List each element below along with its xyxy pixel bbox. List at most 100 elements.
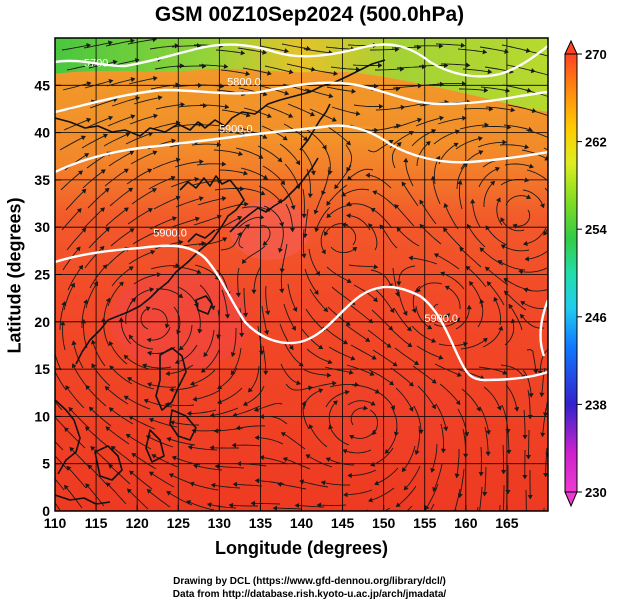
streamline — [419, 199, 437, 225]
streamline — [65, 188, 87, 211]
streamline-arrowhead — [496, 405, 502, 411]
streamline — [416, 141, 431, 167]
streamline-arrowhead — [118, 281, 124, 287]
contour-labels: 5700 5800.0 5900.0 5900.0 5900.0 — [84, 57, 458, 324]
streamline — [504, 290, 527, 311]
streamline-arrowhead — [178, 293, 184, 299]
streamline — [455, 137, 483, 150]
streamline — [413, 405, 422, 434]
streamline-arrowhead — [432, 486, 438, 492]
streamline — [278, 223, 284, 253]
streamline — [390, 367, 414, 387]
streamline — [242, 67, 272, 75]
streamline-arrowhead — [373, 83, 379, 89]
streamline-arrowhead — [143, 398, 149, 404]
streamline-arrowhead — [248, 387, 253, 393]
streamline-arrowhead — [510, 318, 516, 324]
streamline — [350, 407, 368, 426]
streamline — [499, 144, 529, 149]
streamline-arrowhead — [347, 472, 352, 479]
streamline — [197, 197, 226, 206]
streamline-arrowhead — [284, 90, 290, 96]
streamline-arrowhead — [127, 377, 133, 382]
streamline-arrowhead — [118, 317, 124, 322]
streamline — [109, 187, 133, 207]
streamline — [341, 188, 370, 197]
streamline — [353, 104, 383, 108]
streamline — [397, 102, 427, 109]
streamline-arrowhead — [469, 281, 474, 287]
streamline — [65, 385, 85, 409]
streamline — [66, 465, 87, 489]
streamline — [61, 44, 91, 51]
streamline-arrowhead — [369, 371, 375, 376]
streamline-arrowhead — [301, 213, 307, 219]
streamline — [240, 167, 268, 180]
streamline-arrowhead — [466, 223, 472, 229]
streamline-arrowhead — [368, 497, 373, 503]
streamline-arrowhead — [413, 360, 419, 366]
streamline-arrowhead — [296, 380, 301, 386]
streamline-arrowhead — [294, 502, 300, 509]
streamline — [177, 286, 199, 308]
streamline — [259, 45, 289, 52]
streamline-arrowhead — [153, 75, 158, 82]
streamline-arrowhead — [462, 115, 467, 121]
streamline-arrowhead — [123, 207, 129, 213]
streamline — [175, 197, 204, 208]
streamline — [61, 208, 82, 231]
streamline — [237, 267, 240, 297]
streamline-arrowhead — [403, 157, 409, 163]
streamline-arrowhead — [221, 196, 227, 202]
streamline-arrowhead — [290, 205, 296, 210]
streamline-arrowhead — [365, 337, 371, 342]
streamline — [401, 181, 419, 207]
streamline-arrowhead — [178, 345, 184, 351]
streamline — [254, 402, 283, 412]
streamline — [203, 329, 215, 357]
colorbar-tick-label: 254 — [585, 222, 607, 237]
streamline-arrowhead — [502, 139, 507, 145]
streamline-arrowhead — [262, 49, 267, 55]
streamline-arrowhead — [370, 461, 376, 467]
streamline-arrowhead — [123, 168, 129, 174]
streamline-arrowhead — [425, 141, 431, 146]
streamline-arrowhead — [543, 230, 548, 236]
y-tick-label: 15 — [34, 361, 50, 377]
streamline — [501, 244, 530, 252]
streamline-arrowhead — [328, 93, 334, 99]
streamline — [419, 224, 442, 245]
streamline — [90, 446, 113, 467]
streamline — [508, 304, 523, 331]
streamline-arrowhead — [224, 104, 230, 110]
streamline — [150, 84, 180, 90]
streamline-arrowhead — [401, 181, 407, 187]
streamline-arrowhead — [242, 401, 249, 406]
streamline-arrowhead — [522, 435, 528, 440]
streamline — [393, 307, 412, 332]
streamline — [486, 281, 505, 306]
streamline — [201, 349, 220, 373]
streamline — [55, 478, 65, 491]
streamline-arrowhead — [401, 467, 407, 473]
streamline-arrowhead — [244, 201, 249, 207]
streamline — [459, 124, 489, 130]
streamline-arrowhead — [105, 297, 111, 303]
streamline-arrowhead — [457, 180, 463, 185]
streamline — [459, 468, 465, 498]
streamline-arrowhead — [493, 296, 499, 302]
streamline-arrowhead — [504, 48, 509, 54]
streamline — [346, 203, 375, 211]
streamline-arrowhead — [169, 387, 174, 393]
streamline — [83, 319, 88, 349]
streamline — [123, 354, 150, 370]
streamline-arrowhead — [87, 464, 93, 470]
streamline — [327, 126, 351, 146]
streamline — [129, 470, 153, 490]
y-tick-label: 45 — [34, 77, 50, 93]
streamline — [109, 365, 133, 385]
streamline — [237, 216, 264, 229]
streamline-arrowhead — [497, 260, 503, 265]
streamline — [334, 164, 352, 189]
streamline — [520, 301, 548, 310]
